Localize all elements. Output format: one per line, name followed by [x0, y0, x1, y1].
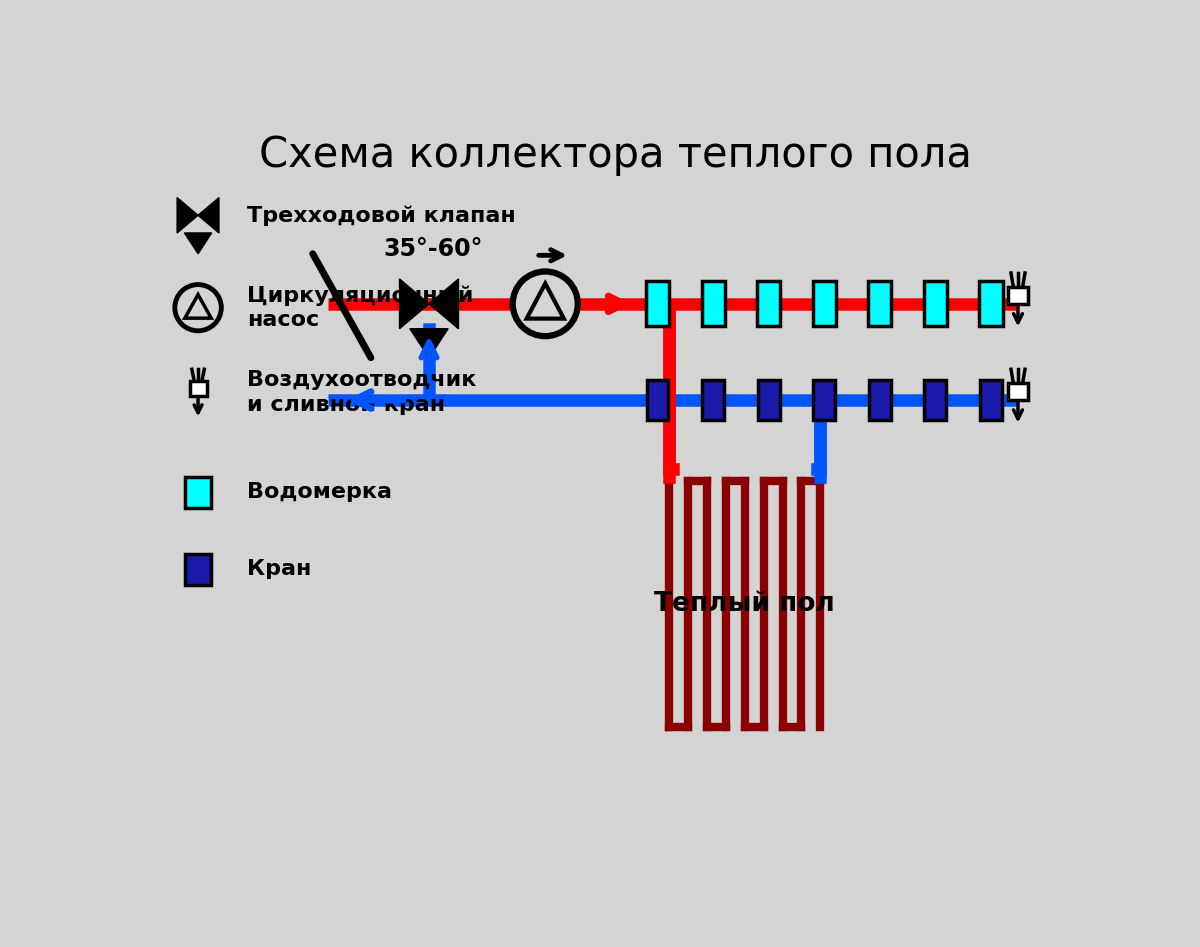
Bar [185, 554, 211, 585]
Polygon shape [185, 295, 211, 318]
Text: Схема коллектора теплого пола: Схема коллектора теплого пола [258, 134, 972, 176]
Bar [924, 281, 947, 326]
Polygon shape [527, 283, 564, 318]
Bar [1008, 384, 1028, 400]
Text: Трехходовой клапан: Трехходовой клапан [247, 205, 516, 225]
Text: Кран: Кран [247, 560, 311, 580]
Circle shape [512, 272, 578, 336]
Polygon shape [178, 198, 198, 233]
Polygon shape [400, 279, 430, 329]
Bar [757, 281, 780, 326]
Bar [190, 381, 206, 396]
Polygon shape [430, 279, 458, 329]
Polygon shape [198, 198, 218, 233]
Bar [924, 380, 946, 420]
Bar [980, 380, 1002, 420]
Bar [979, 281, 1002, 326]
Bar [814, 380, 835, 420]
Bar [869, 380, 890, 420]
Bar [868, 281, 892, 326]
Text: 35°-60°: 35°-60° [383, 238, 482, 261]
Bar [758, 380, 780, 420]
Bar [647, 380, 668, 420]
Circle shape [175, 285, 221, 331]
Text: Водомерка: Водомерка [247, 482, 392, 503]
Polygon shape [185, 233, 211, 254]
Bar [812, 281, 836, 326]
Bar [702, 281, 725, 326]
Text: Циркуляционный
насос: Циркуляционный насос [247, 285, 473, 331]
Bar [646, 281, 670, 326]
Text: Теплый пол: Теплый пол [654, 591, 835, 617]
Text: Воздухоотводчик
и сливной кран: Воздухоотводчик и сливной кран [247, 369, 476, 415]
Bar [185, 477, 211, 508]
Bar [702, 380, 724, 420]
Bar [1008, 287, 1028, 304]
Polygon shape [410, 329, 448, 358]
